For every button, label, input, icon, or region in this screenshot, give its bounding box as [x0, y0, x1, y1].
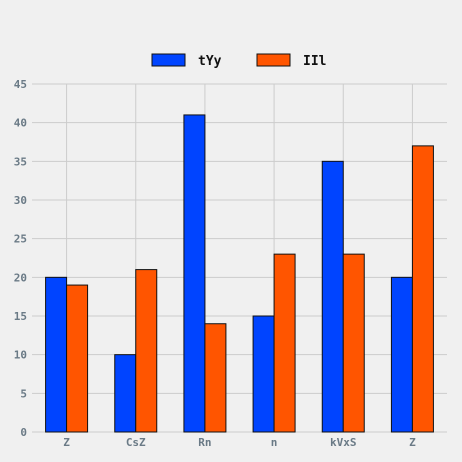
- bar-IIl-1: [135, 269, 158, 433]
- x-tick-label: Z: [63, 436, 70, 449]
- bar-tYy-4: [321, 160, 344, 433]
- grid-lines: [32, 83, 447, 433]
- bar-IIl-0: [66, 284, 89, 433]
- y-tick-label: 5: [20, 387, 27, 400]
- bar-tYy-1: [114, 354, 137, 433]
- y-tick-label: 10: [14, 349, 27, 362]
- bar-tYy-3: [252, 315, 275, 433]
- bar-tYy-2: [183, 114, 206, 433]
- y-tick-label: 40: [14, 117, 27, 130]
- x-tick-label: Z: [409, 436, 416, 449]
- legend-swatch-tYy: [151, 53, 186, 67]
- bar-tYy-5: [390, 276, 413, 433]
- legend-swatch-IIl: [256, 53, 291, 67]
- y-tick-label: 35: [14, 155, 27, 168]
- y-axis-ticks: 0 5 10 15 20 25 30 35 40 45: [14, 78, 27, 439]
- x-tick-label: n: [271, 436, 278, 449]
- x-axis-ticks: Z CsZ Rn n kVxS Z: [63, 436, 416, 449]
- bar-IIl-5: [411, 145, 434, 433]
- legend-label-tYy: tYy: [198, 54, 222, 69]
- legend-label-IIl: IIl: [303, 54, 326, 69]
- bar-IIl-4: [342, 253, 365, 433]
- x-tick-label: Rn: [198, 436, 211, 449]
- y-tick-label: 20: [14, 271, 27, 284]
- x-tick-label: CsZ: [126, 436, 146, 449]
- bar-IIl-3: [273, 253, 296, 433]
- x-tick-label: kVxS: [330, 436, 357, 449]
- bar-IIl-2: [204, 323, 227, 433]
- legend: tYy IIl: [151, 53, 326, 69]
- y-tick-label: 15: [14, 310, 27, 323]
- y-tick-label: 0: [20, 426, 27, 439]
- bars: [45, 114, 434, 433]
- bar-tYy-0: [45, 276, 68, 433]
- y-tick-label: 30: [14, 194, 27, 207]
- y-tick-label: 25: [14, 233, 27, 246]
- y-tick-label: 45: [14, 78, 27, 91]
